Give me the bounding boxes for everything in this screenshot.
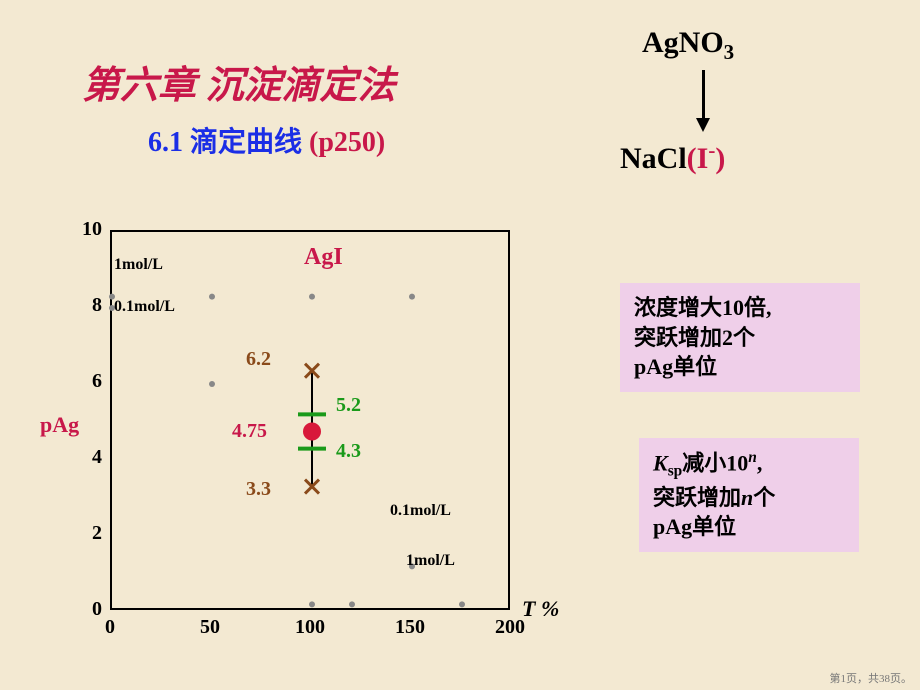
x-tick-label: 200 <box>490 616 530 639</box>
chapter-title: 第六章 沉淀滴定法 <box>82 54 396 109</box>
y-tick-label: 10 <box>70 218 102 241</box>
chart-annotation: 3.3 <box>246 478 271 501</box>
y-tick-label: 4 <box>70 446 102 469</box>
chart-annotation: 1mol/L <box>406 552 455 570</box>
info-box1-line3: pAg单位 <box>634 352 846 382</box>
chart-annotation: 4.75 <box>232 420 267 443</box>
y-tick-label: 6 <box>70 370 102 393</box>
chart-annotation: 4.3 <box>336 440 361 463</box>
chart-annotation: 0.1mol/L <box>390 502 451 520</box>
reagent-top: AgNO3 <box>642 26 734 65</box>
info-box2-line2: 突跃增加n个 <box>653 483 845 513</box>
reagent-iodide: (I-) <box>687 142 726 175</box>
subtitle-suffix: (p250) <box>309 127 385 158</box>
y-tick-label: 2 <box>70 522 102 545</box>
x-tick-label: 0 <box>90 616 130 639</box>
x-tick-label: 150 <box>390 616 430 639</box>
chart-inline-title: AgI <box>304 244 343 271</box>
info-box1-line1: 浓度增大10倍, <box>634 293 846 323</box>
x-tick-label: 50 <box>190 616 230 639</box>
subtitle-prefix: 6.1 滴定曲线 <box>148 127 309 158</box>
info-box1-line2: 突跃增加2个 <box>634 323 846 353</box>
chart-annotation: 0.1mol/L <box>114 298 175 316</box>
chart-annotation: 1mol/L <box>114 256 163 274</box>
x-tick-label: 100 <box>290 616 330 639</box>
chart-annotation: 6.2 <box>246 348 271 371</box>
page-footer: 第1页，共38页。 <box>830 670 913 686</box>
info-box2-line3: pAg单位 <box>653 512 845 542</box>
info-box-concentration: 浓度增大10倍, 突跃增加2个 pAg单位 <box>620 283 860 392</box>
info-box2-line1: Ksp减小10n, <box>653 448 845 483</box>
section-subtitle: 6.1 滴定曲线 (p250) <box>148 120 385 160</box>
info-box-ksp: Ksp减小10n, 突跃增加n个 pAg单位 <box>639 438 859 552</box>
reagent-top-sub: 3 <box>724 40 735 64</box>
reagent-top-text: AgNO <box>642 26 724 59</box>
reagent-nacl: NaCl <box>620 142 687 175</box>
y-tick-label: 8 <box>70 294 102 317</box>
y-axis-label: pAg <box>40 412 79 438</box>
reagent-bottom: NaCl(I-) <box>620 138 725 176</box>
chart-annotation: 5.2 <box>336 394 361 417</box>
